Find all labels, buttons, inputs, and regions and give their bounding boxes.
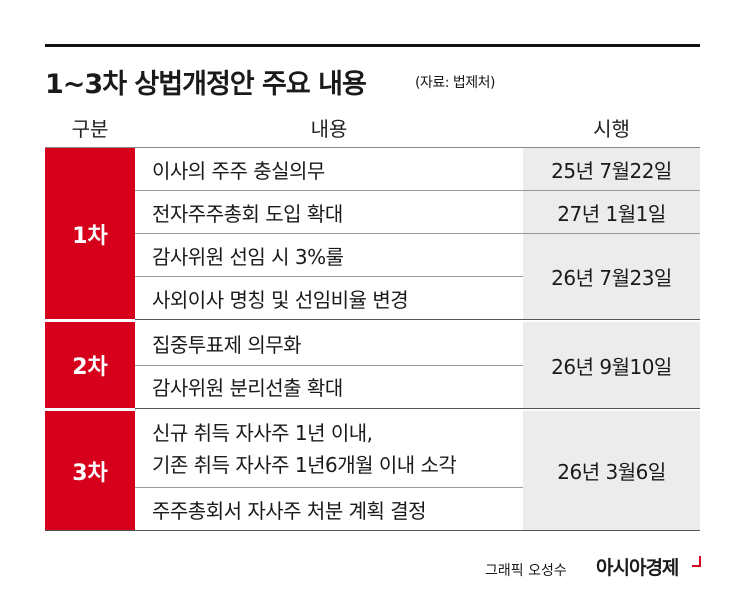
header-date: 시행 bbox=[593, 117, 630, 141]
content-cell-multiline: 신규 취득 자사주 1년 이내, 기존 취득 자사주 1년6개월 이내 소각 bbox=[135, 411, 523, 487]
content-cell: 감사위원 분리선출 확대 bbox=[152, 376, 343, 400]
brand-logo: 아시아경제 bbox=[596, 557, 679, 579]
content-cell: 집중투표제 의무화 bbox=[152, 333, 302, 357]
top-rule bbox=[45, 44, 700, 47]
header-rule bbox=[45, 147, 700, 148]
row-rule bbox=[135, 487, 523, 488]
date-cell: 25년 7월22일 bbox=[523, 148, 700, 190]
bottom-rule bbox=[45, 530, 700, 531]
group-rule bbox=[135, 408, 700, 409]
row-rule bbox=[135, 233, 700, 234]
source-note: (자료: 법제처) bbox=[415, 75, 496, 91]
header-content: 내용 bbox=[310, 117, 348, 141]
date-cell: 26년 9월10일 bbox=[523, 322, 700, 408]
date-cell: 26년 3월6일 bbox=[523, 411, 700, 530]
content-line: 신규 취득 자사주 1년 이내, bbox=[152, 421, 373, 445]
stage-cell-3: 3차 bbox=[45, 411, 135, 530]
brand-mark-icon bbox=[692, 556, 701, 567]
date-cell: 27년 1월1일 bbox=[523, 191, 700, 233]
content-cell: 감사위원 선임 시 3%룰 bbox=[152, 245, 344, 269]
content-cell: 전자주주총회 도입 확대 bbox=[152, 202, 343, 226]
page-title: 1~3차 상법개정안 주요 내용 bbox=[45, 69, 367, 100]
row-rule bbox=[135, 190, 700, 191]
header-stage: 구분 bbox=[71, 117, 109, 141]
stage-cell-1: 1차 bbox=[45, 148, 135, 319]
content-cell: 사외이사 명칭 및 선임비율 변경 bbox=[152, 287, 409, 312]
content-cell: 주주총회서 자사주 처분 계획 결정 bbox=[152, 498, 427, 523]
row-rule bbox=[135, 276, 523, 277]
graphic-credit: 그래픽 오성수 bbox=[485, 563, 567, 579]
stage-cell-2: 2차 bbox=[45, 322, 135, 408]
content-cell: 이사의 주주 충실의무 bbox=[152, 159, 325, 183]
group-rule bbox=[135, 319, 700, 320]
date-cell: 26년 7월23일 bbox=[523, 234, 700, 319]
row-rule bbox=[135, 365, 523, 366]
content-line: 기존 취득 자사주 1년6개월 이내 소각 bbox=[152, 453, 457, 477]
